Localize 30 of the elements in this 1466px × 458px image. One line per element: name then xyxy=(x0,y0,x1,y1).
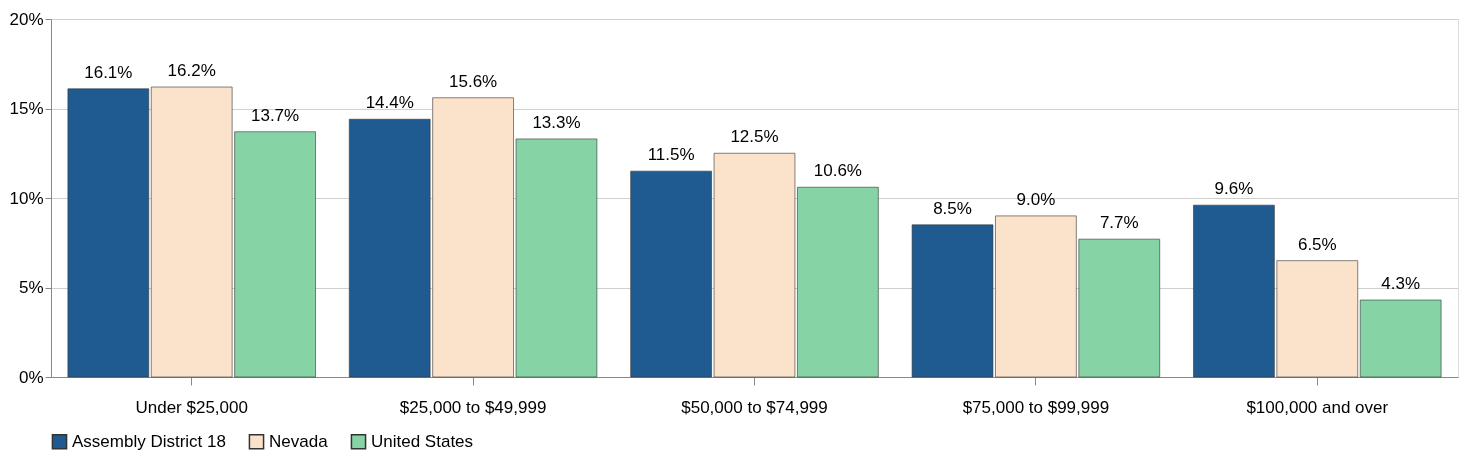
x-tick-label: $50,000 to $74,999 xyxy=(681,397,828,417)
y-tick-label: 15% xyxy=(9,99,44,118)
data-label: 11.5% xyxy=(647,145,695,165)
data-label: 7.7% xyxy=(1099,213,1139,233)
data-label: 13.3% xyxy=(532,112,581,132)
x-tick-label: Under $25,000 xyxy=(135,397,248,417)
y-tick-label: 20% xyxy=(9,9,44,29)
legend-label: United States xyxy=(371,431,474,451)
legend-label: Nevada xyxy=(269,431,329,451)
bar xyxy=(1359,299,1442,378)
data-label: 13.7% xyxy=(250,105,300,125)
data-label: 16.1% xyxy=(84,62,133,82)
data-label: 14.4% xyxy=(365,93,414,113)
data-label: 8.5% xyxy=(933,198,972,218)
data-label: 10.6% xyxy=(813,161,862,181)
x-tick-label: $25,000 to $49,999 xyxy=(399,397,547,417)
bar xyxy=(67,88,150,378)
data-label: 15.6% xyxy=(449,71,498,91)
legend-label: Assembly District 18 xyxy=(72,431,226,451)
x-tick-label: $75,000 to $99,999 xyxy=(962,397,1110,417)
data-label: 12.5% xyxy=(730,127,779,147)
data-label: 16.2% xyxy=(167,61,216,81)
data-label: 9.6% xyxy=(1214,179,1254,199)
data-label: 9.0% xyxy=(1016,189,1056,209)
data-label: 4.3% xyxy=(1381,274,1421,294)
y-tick-label: 0% xyxy=(18,367,44,387)
y-tick-label: 10% xyxy=(9,188,44,208)
y-tick-label: 5% xyxy=(18,278,44,297)
x-tick-label: $100,000 and over xyxy=(1246,397,1389,417)
data-label: 6.5% xyxy=(1297,234,1337,254)
